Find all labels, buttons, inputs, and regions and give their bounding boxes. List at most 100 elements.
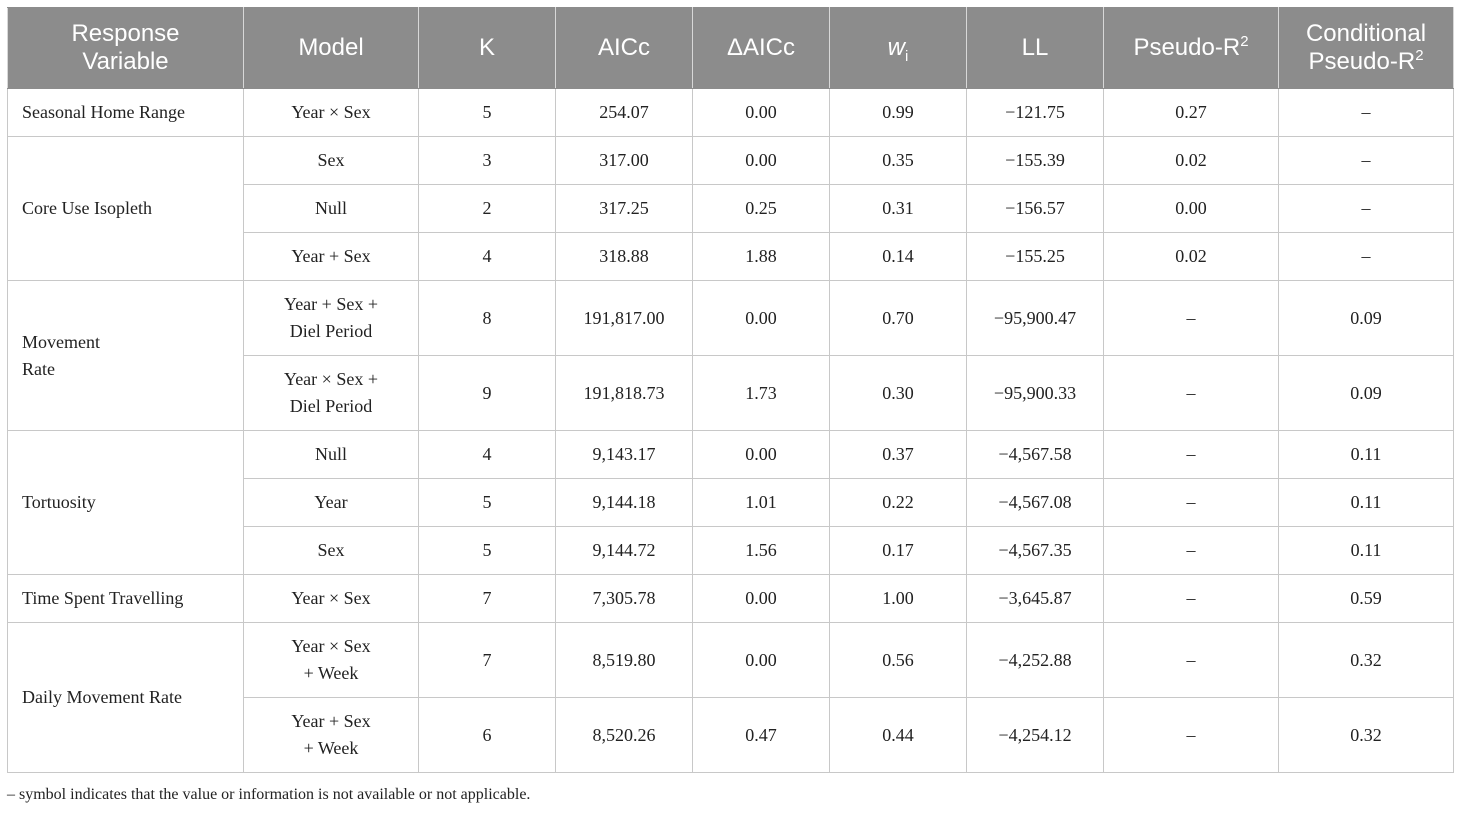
weight-cell: 0.44 <box>829 697 967 773</box>
pseudo-r2-cell: 0.27 <box>1103 88 1279 137</box>
model-cell: Year × Sex <box>243 574 419 623</box>
ll-cell: −95,900.47 <box>966 280 1104 356</box>
delta-aicc-cell: 1.73 <box>692 355 830 431</box>
delta-aicc-cell: 1.01 <box>692 478 830 527</box>
model-cell: Sex <box>243 526 419 575</box>
response-cell: Daily Movement Rate <box>7 622 244 773</box>
delta-aicc-cell: 0.00 <box>692 280 830 356</box>
aicc-cell: 254.07 <box>555 88 693 137</box>
delta-aicc-cell: 0.00 <box>692 88 830 137</box>
response-cell: Movement Rate <box>7 280 244 431</box>
header-delta-aicc: ΔAICc <box>692 7 830 89</box>
conditional-pseudo-r2-cell: – <box>1278 184 1454 233</box>
k-cell: 8 <box>418 280 556 356</box>
header-pseudo-r2: Pseudo-R2 <box>1103 7 1279 89</box>
aicc-cell: 318.88 <box>555 232 693 281</box>
model-cell: Year × Sex <box>243 88 419 137</box>
aicc-cell: 191,818.73 <box>555 355 693 431</box>
aicc-cell: 317.25 <box>555 184 693 233</box>
table-row: Sex 5 9,144.72 1.56 0.17 −4,567.35 – 0.1… <box>8 526 1454 575</box>
ll-cell: −156.57 <box>966 184 1104 233</box>
table-footnote: – symbol indicates that the value or inf… <box>7 786 531 803</box>
aicc-cell: 191,817.00 <box>555 280 693 356</box>
model-cell: Year <box>243 478 419 527</box>
table-row: Tortuosity Null 4 9,143.17 0.00 0.37 −4,… <box>7 430 1454 575</box>
aicc-cell: 9,144.72 <box>555 526 693 575</box>
pseudo-r2-cell: 0.00 <box>1103 184 1279 233</box>
header-conditional-pseudo-r2: Conditional Pseudo-R2 <box>1278 7 1454 89</box>
aicc-cell: 7,305.78 <box>555 574 693 623</box>
k-cell: 5 <box>418 478 556 527</box>
k-cell: 7 <box>418 574 556 623</box>
pseudo-r2-cell: 0.02 <box>1103 232 1279 281</box>
weight-cell: 0.70 <box>829 280 967 356</box>
model-cell: Null <box>243 430 419 479</box>
delta-aicc-cell: 0.00 <box>692 622 830 698</box>
table-row: Movement Rate Year + Sex + Diel Period 8… <box>7 280 1454 431</box>
header-weight: wi <box>829 7 967 89</box>
model-cell: Sex <box>243 136 419 185</box>
ll-cell: −4,252.88 <box>966 622 1104 698</box>
table-row: Year + Sex + Week 6 8,520.26 0.47 0.44 −… <box>8 697 1454 773</box>
k-cell: 9 <box>418 355 556 431</box>
k-cell: 5 <box>418 526 556 575</box>
conditional-pseudo-r2-cell: 0.09 <box>1278 355 1454 431</box>
pseudo-r2-cell: – <box>1103 355 1279 431</box>
ll-cell: −4,567.58 <box>966 430 1104 479</box>
ll-cell: −121.75 <box>966 88 1104 137</box>
conditional-pseudo-r2-cell: 0.32 <box>1278 622 1454 698</box>
weight-cell: 1.00 <box>829 574 967 623</box>
table-row: Seasonal Home Range Year × Sex 5 254.07 … <box>7 88 1454 137</box>
table-row: Core Use Isopleth Sex 3 317.00 0.00 0.35… <box>7 136 1454 281</box>
pseudo-r2-cell: – <box>1103 526 1279 575</box>
delta-aicc-cell: 1.56 <box>692 526 830 575</box>
weight-cell: 0.14 <box>829 232 967 281</box>
conditional-pseudo-r2-cell: 0.11 <box>1278 430 1454 479</box>
model-cell: Year + Sex <box>243 232 419 281</box>
model-cell: Null <box>243 184 419 233</box>
conditional-pseudo-r2-cell: 0.09 <box>1278 280 1454 356</box>
pseudo-r2-cell: – <box>1103 574 1279 623</box>
model-cell: Year × Sex + Diel Period <box>243 355 419 431</box>
response-cell: Core Use Isopleth <box>7 136 244 281</box>
aicc-cell: 317.00 <box>555 136 693 185</box>
delta-aicc-cell: 0.00 <box>692 430 830 479</box>
header-model: Model <box>243 7 419 89</box>
weight-cell: 0.37 <box>829 430 967 479</box>
delta-aicc-cell: 0.47 <box>692 697 830 773</box>
delta-aicc-cell: 1.88 <box>692 232 830 281</box>
k-cell: 6 <box>418 697 556 773</box>
pseudo-r2-cell: 0.02 <box>1103 136 1279 185</box>
pseudo-r2-cell: – <box>1103 622 1279 698</box>
ll-cell: −4,567.08 <box>966 478 1104 527</box>
pseudo-r2-cell: – <box>1103 697 1279 773</box>
pseudo-r2-cell: – <box>1103 280 1279 356</box>
weight-cell: 0.31 <box>829 184 967 233</box>
table-row: Daily Movement Rate Year × Sex + Week 7 … <box>7 622 1454 773</box>
aicc-cell: 9,143.17 <box>555 430 693 479</box>
response-cell: Time Spent Travelling <box>7 574 244 623</box>
conditional-pseudo-r2-cell: 0.11 <box>1278 478 1454 527</box>
delta-aicc-cell: 0.00 <box>692 574 830 623</box>
pseudo-r2-cell: – <box>1103 478 1279 527</box>
aicc-cell: 9,144.18 <box>555 478 693 527</box>
header-ll: LL <box>966 7 1104 89</box>
weight-cell: 0.22 <box>829 478 967 527</box>
k-cell: 4 <box>418 430 556 479</box>
conditional-pseudo-r2-cell: 0.59 <box>1278 574 1454 623</box>
weight-cell: 0.99 <box>829 88 967 137</box>
delta-aicc-cell: 0.25 <box>692 184 830 233</box>
ll-cell: −95,900.33 <box>966 355 1104 431</box>
k-cell: 5 <box>418 88 556 137</box>
ll-cell: −4,567.35 <box>966 526 1104 575</box>
weight-cell: 0.56 <box>829 622 967 698</box>
k-cell: 2 <box>418 184 556 233</box>
k-cell: 7 <box>418 622 556 698</box>
ll-cell: −155.39 <box>966 136 1104 185</box>
header-k: K <box>418 7 556 89</box>
response-cell: Tortuosity <box>7 430 244 575</box>
model-cell: Year + Sex + Week <box>243 697 419 773</box>
conditional-pseudo-r2-cell: – <box>1278 232 1454 281</box>
conditional-pseudo-r2-cell: 0.11 <box>1278 526 1454 575</box>
delta-aicc-cell: 0.00 <box>692 136 830 185</box>
